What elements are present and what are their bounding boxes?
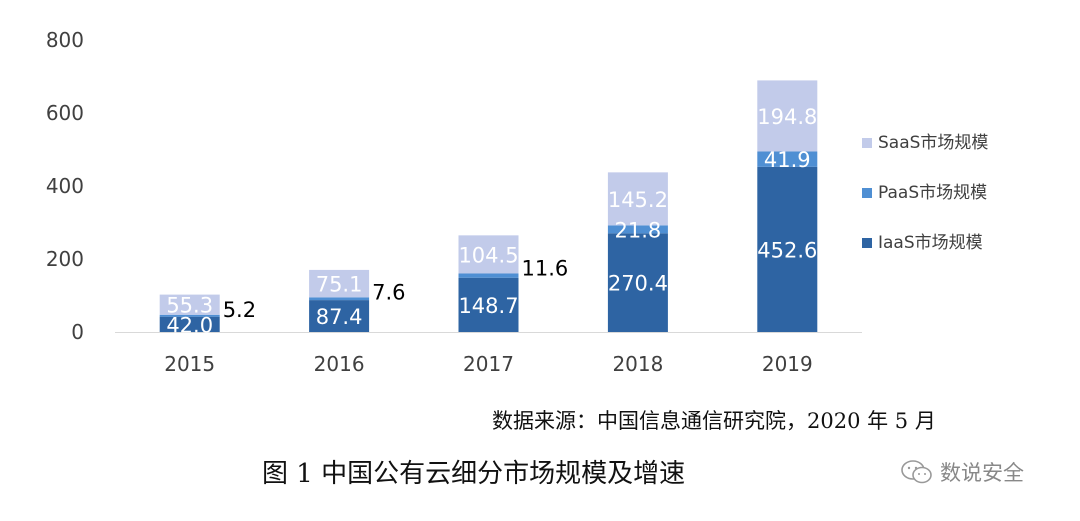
legend-swatch xyxy=(862,138,872,148)
bar-segment xyxy=(607,225,668,234)
bar-segment xyxy=(159,314,220,317)
x-tick-label: 2019 xyxy=(762,352,813,376)
data-label: 75.1 xyxy=(316,273,363,297)
bar-segment xyxy=(458,235,519,274)
data-label: 41.9 xyxy=(764,148,811,172)
legend: SaaS市场规模 PaaS市场规模 IaaS市场规模 xyxy=(862,133,988,253)
wechat-icon xyxy=(901,460,932,484)
legend-label: SaaS市场规模 xyxy=(878,133,988,153)
source-note: 数据来源：中国信息通信研究院，2020 年 5 月 xyxy=(492,409,936,433)
bar-segment xyxy=(159,294,220,315)
data-label: 452.6 xyxy=(757,238,817,262)
bar-segment xyxy=(159,316,220,332)
watermark: 数说安全 xyxy=(900,457,1024,487)
y-tick-label: 0 xyxy=(71,320,84,344)
bars xyxy=(159,80,818,332)
y-tick-label: 200 xyxy=(46,247,84,271)
data-label: 145.2 xyxy=(608,188,668,212)
legend-swatch xyxy=(862,238,872,248)
data-label: 194.8 xyxy=(757,105,817,129)
x-tick-label: 2018 xyxy=(612,352,663,376)
y-axis: 0 200 400 600 800 xyxy=(46,28,84,344)
data-label: 11.6 xyxy=(522,256,569,280)
data-label: 270.4 xyxy=(608,272,668,296)
x-tick-label: 2016 xyxy=(314,352,365,376)
data-label: 148.7 xyxy=(458,294,518,318)
bar-segment xyxy=(458,273,519,278)
data-label: 55.3 xyxy=(166,294,213,318)
watermark-text: 数说安全 xyxy=(940,461,1024,485)
bar-segment xyxy=(757,80,818,152)
figure-caption: 图 1 中国公有云细分市场规模及增速 xyxy=(262,459,686,489)
bar-segment xyxy=(757,151,818,167)
legend-swatch xyxy=(862,188,872,198)
legend-label: IaaS市场规模 xyxy=(878,233,983,253)
y-tick-label: 400 xyxy=(46,174,84,198)
y-tick-label: 600 xyxy=(46,101,84,125)
data-label: 5.2 xyxy=(223,298,256,322)
legend-label: PaaS市场规模 xyxy=(878,183,987,203)
bar-segment xyxy=(757,166,818,332)
data-label: 104.5 xyxy=(458,243,518,267)
bar-segment xyxy=(458,277,519,332)
data-label: 7.6 xyxy=(372,280,405,304)
bar-segment xyxy=(607,172,668,226)
bar-segment xyxy=(309,297,370,301)
data-label: 42.0 xyxy=(166,313,213,337)
bar-segment xyxy=(309,300,370,332)
x-axis: 2015 2016 2017 2018 2019 xyxy=(115,332,862,376)
data-label: 87.4 xyxy=(316,305,363,329)
x-tick-label: 2017 xyxy=(463,352,514,376)
y-tick-label: 800 xyxy=(46,28,84,52)
bar-segment xyxy=(607,233,668,332)
data-label: 21.8 xyxy=(615,218,662,242)
bar-segment xyxy=(309,269,370,298)
x-tick-label: 2015 xyxy=(164,352,215,376)
